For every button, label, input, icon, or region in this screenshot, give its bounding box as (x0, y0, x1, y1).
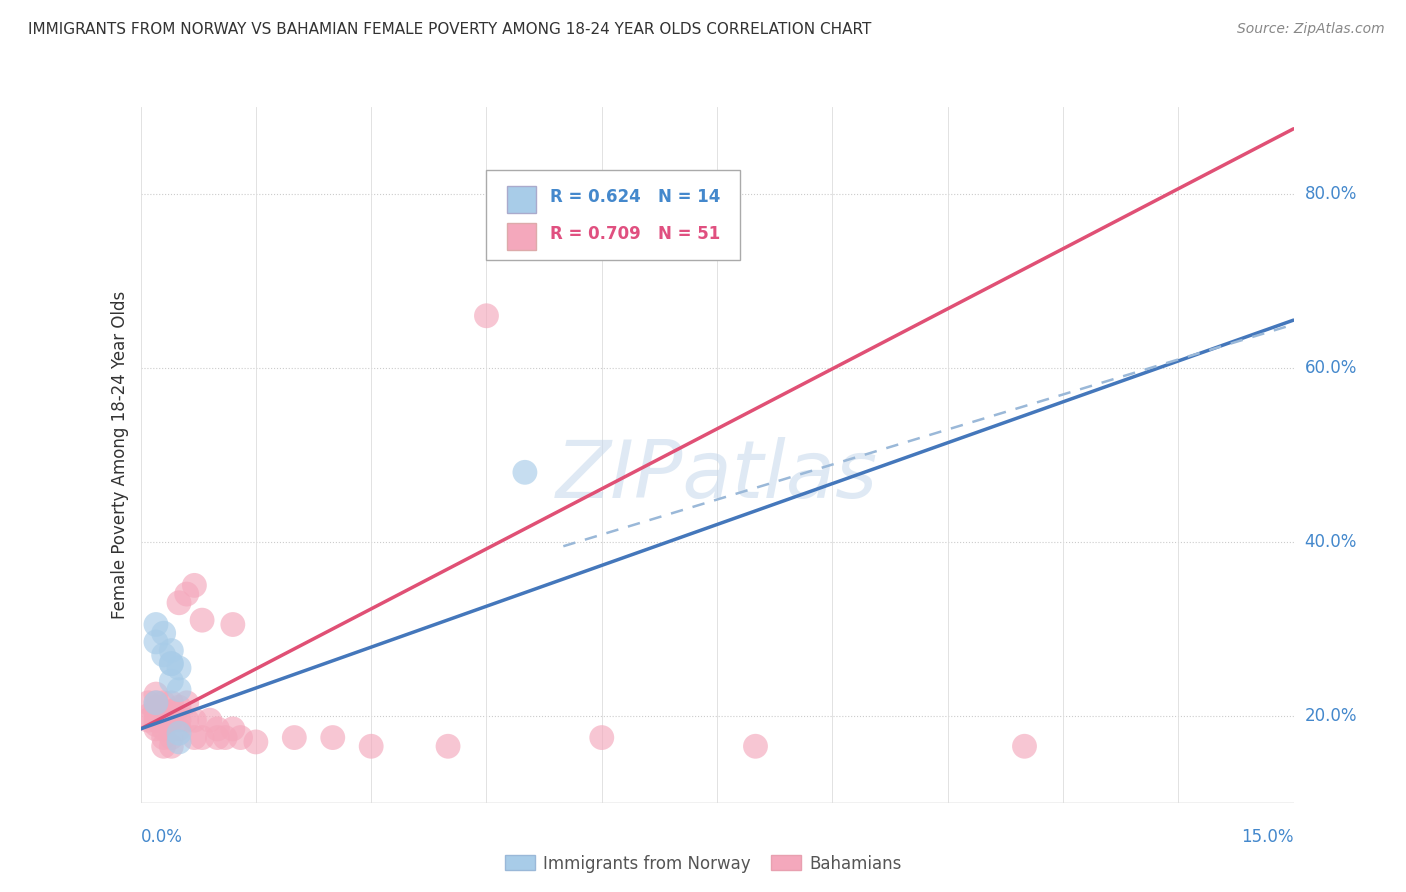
Point (167, 596, 190, 610)
Point (167, 722, 190, 736)
Text: Source: ZipAtlas.com: Source: ZipAtlas.com (1237, 22, 1385, 37)
Point (145, 696, 167, 710)
Point (183, 578, 205, 592)
Point (152, 713, 174, 727)
Point (1014, 739, 1036, 754)
Point (152, 722, 174, 736)
Point (513, 466, 536, 480)
Point (229, 731, 252, 745)
Y-axis label: Female Poverty Among 18-24 Year Olds: Female Poverty Among 18-24 Year Olds (111, 291, 129, 619)
Point (152, 731, 174, 745)
FancyBboxPatch shape (486, 169, 740, 260)
Text: ZIPatlas: ZIPatlas (555, 437, 879, 515)
Point (322, 731, 344, 745)
Point (152, 648, 174, 662)
Point (167, 682, 190, 697)
Point (145, 713, 167, 727)
Text: 40.0%: 40.0% (1305, 533, 1357, 551)
Point (145, 696, 167, 710)
Text: 60.0%: 60.0% (1305, 359, 1357, 377)
Text: IMMIGRANTS FROM NORWAY VS BAHAMIAN FEMALE POVERTY AMONG 18-24 YEAR OLDS CORRELAT: IMMIGRANTS FROM NORWAY VS BAHAMIAN FEMAL… (28, 22, 872, 37)
Point (152, 705, 174, 719)
Point (145, 708, 167, 723)
Point (245, 735, 267, 749)
Text: 80.0%: 80.0% (1305, 185, 1357, 203)
Point (207, 722, 229, 736)
Text: R = 0.709   N = 51: R = 0.709 N = 51 (550, 226, 720, 244)
Point (744, 739, 766, 754)
Point (591, 731, 613, 745)
Point (475, 309, 498, 323)
Point (152, 739, 174, 754)
Point (176, 587, 198, 601)
Text: R = 0.624   N = 14: R = 0.624 N = 14 (550, 188, 720, 206)
Point (167, 726, 190, 740)
Point (160, 643, 183, 657)
Point (207, 731, 229, 745)
Point (167, 735, 190, 749)
Point (152, 696, 174, 710)
Point (191, 731, 214, 745)
Point (136, 708, 159, 723)
Point (136, 713, 159, 727)
Bar (508, 223, 536, 250)
Point (222, 722, 245, 736)
Point (283, 731, 305, 745)
Point (160, 657, 183, 671)
Point (145, 617, 167, 632)
Point (198, 713, 221, 727)
Point (145, 687, 167, 701)
Point (160, 674, 183, 689)
Point (183, 731, 205, 745)
Point (152, 708, 174, 723)
Point (145, 705, 167, 719)
Point (222, 617, 245, 632)
Point (167, 713, 190, 727)
Point (160, 731, 183, 745)
Point (167, 661, 190, 675)
Point (191, 613, 214, 627)
Point (160, 657, 183, 671)
Point (145, 635, 167, 649)
Bar (508, 186, 536, 213)
Point (160, 739, 183, 754)
Text: 15.0%: 15.0% (1241, 828, 1294, 846)
Point (145, 722, 167, 736)
Legend: Immigrants from Norway, Bahamians: Immigrants from Norway, Bahamians (498, 848, 908, 880)
Point (160, 713, 183, 727)
Point (145, 717, 167, 731)
Point (160, 705, 183, 719)
Text: 20.0%: 20.0% (1305, 706, 1357, 725)
Point (145, 700, 167, 714)
Point (183, 713, 205, 727)
Point (136, 696, 159, 710)
Point (167, 700, 190, 714)
Point (176, 713, 198, 727)
Point (360, 739, 382, 754)
Point (176, 696, 198, 710)
Point (152, 626, 174, 640)
Point (437, 739, 460, 754)
Text: 0.0%: 0.0% (141, 828, 183, 846)
Point (214, 731, 236, 745)
Point (160, 696, 183, 710)
